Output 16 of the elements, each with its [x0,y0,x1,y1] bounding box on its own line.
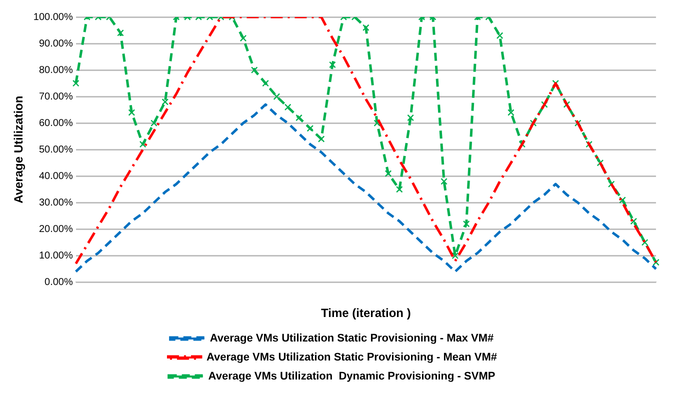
legend-label: Average VMs Utilization Dynamic Provisioning - SVMP [208,370,496,383]
y-tick-label: 20.00% [38,224,73,235]
y-tick-label: 10.00% [38,250,73,262]
legend-label: Average VMs Utilization Static Provisioning - Mean VM# [206,352,498,364]
y-tick-label: 40.00% [38,170,73,182]
y-tick-label: 30.00% [38,197,73,208]
y-tick-label: 100.00% [33,12,73,23]
y-tick-label: 80.00% [38,64,73,76]
legend-label: Average VMs Utilization Static Provisioning - Max VM# [210,332,494,345]
y-tick-label: 60.00% [38,118,73,129]
y-tick-label: 90.00% [38,38,73,50]
x-axis-title: Time (iteration ) [321,306,411,320]
y-axis-title: Average Utilization [12,96,26,204]
y-tick-label: 50.00% [38,144,73,156]
y-tick-label: 70.00% [38,91,73,102]
y-tick-label: 0.00% [44,276,73,288]
